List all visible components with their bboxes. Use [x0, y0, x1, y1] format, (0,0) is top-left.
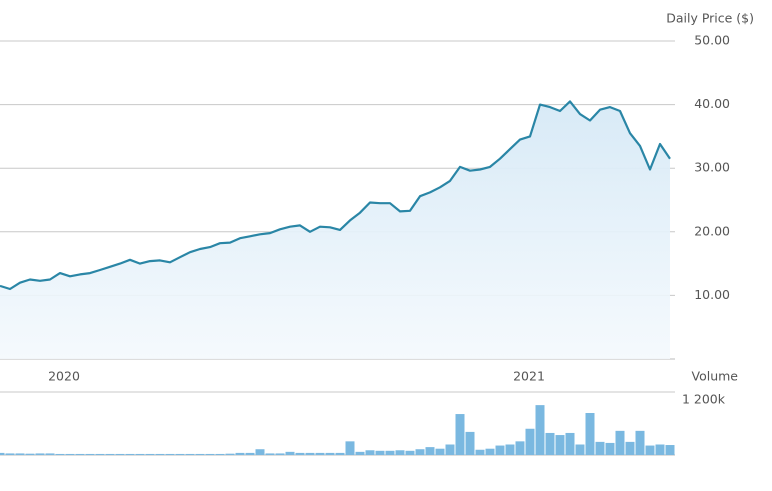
- volume-bar: [85, 453, 95, 455]
- price-axis-label: Daily Price ($): [666, 11, 754, 26]
- volume-bar: [535, 405, 545, 455]
- volume-bar: [145, 453, 155, 455]
- volume-bar: [15, 453, 25, 455]
- volume-bar: [565, 432, 575, 455]
- volume-bar: [95, 453, 105, 455]
- volume-bar: [665, 445, 675, 455]
- y-tick-label: 1 200k: [682, 392, 726, 407]
- volume-bar: [35, 453, 45, 455]
- volume-bar: [325, 452, 335, 455]
- volume-bar: [185, 453, 195, 455]
- volume-bar: [195, 453, 205, 455]
- volume-bar: [105, 453, 115, 455]
- volume-bar: [615, 430, 625, 455]
- volume-bar: [265, 453, 275, 455]
- volume-bar: [0, 452, 5, 455]
- volume-bar: [55, 453, 65, 455]
- volume-bar: [455, 414, 465, 455]
- volume-bar: [165, 453, 175, 455]
- price-line: [0, 100, 671, 291]
- volume-bar: [305, 452, 315, 455]
- volume-bar: [655, 444, 665, 455]
- volume-bar: [475, 449, 485, 455]
- volume-bar: [285, 451, 295, 455]
- volume-bar: [405, 450, 415, 455]
- y-tick-label: 50.00: [694, 33, 730, 48]
- volume-bar: [215, 453, 225, 455]
- volume-bar: [345, 441, 355, 455]
- volume-bar: [115, 453, 125, 455]
- volume-bar: [585, 413, 595, 455]
- volume-bar: [445, 444, 455, 455]
- volume-bar: [395, 450, 405, 455]
- volume-bar: [505, 444, 515, 455]
- y-tick-label: 20.00: [694, 223, 730, 238]
- volume-bar: [255, 449, 265, 455]
- volume-bar: [635, 430, 645, 455]
- volume-bar: [605, 442, 615, 455]
- volume-bar: [175, 453, 185, 455]
- volume-bar: [25, 453, 35, 455]
- volume-bar: [645, 445, 655, 455]
- y-tick-label: 30.00: [694, 160, 730, 175]
- volume-bar: [415, 449, 425, 455]
- volume-bar: [355, 451, 365, 455]
- volume-bar: [155, 453, 165, 455]
- x-tick-label: 2020: [48, 369, 80, 384]
- volume-bar: [315, 452, 325, 455]
- volume-bar: [485, 448, 495, 455]
- volume-bar: [135, 453, 145, 455]
- volume-bar: [75, 453, 85, 455]
- x-tick-label: 2021: [513, 369, 545, 384]
- price-area: [0, 101, 670, 360]
- y-tick-label: 40.00: [694, 96, 730, 111]
- volume-bar: [425, 447, 435, 455]
- volume-bar: [125, 453, 135, 455]
- volume-bar: [575, 444, 585, 455]
- volume-bar: [45, 453, 55, 455]
- volume-bar: [375, 450, 385, 455]
- volume-bar: [275, 453, 285, 455]
- volume-bar: [365, 450, 375, 455]
- volume-bar: [385, 450, 395, 455]
- volume-bar: [525, 428, 535, 455]
- volume-bar: [595, 441, 605, 455]
- volume-bar: [495, 445, 505, 455]
- volume-bar: [65, 453, 75, 455]
- volume-bar: [5, 453, 15, 455]
- volume-bar: [335, 452, 345, 455]
- volume-bar: [515, 441, 525, 455]
- volume-bar: [625, 441, 635, 455]
- y-tick-label: 10.00: [694, 287, 730, 302]
- volume-bar: [465, 431, 475, 455]
- volume-bar: [225, 453, 235, 455]
- volume-bar: [245, 452, 255, 455]
- volume-bar: [205, 453, 215, 455]
- volume-axis-label: Volume: [692, 369, 739, 384]
- volume-bar: [295, 452, 305, 455]
- volume-bar: [435, 448, 445, 455]
- volume-bar: [235, 452, 245, 455]
- volume-bar: [555, 435, 565, 455]
- volume-bar: [545, 432, 555, 455]
